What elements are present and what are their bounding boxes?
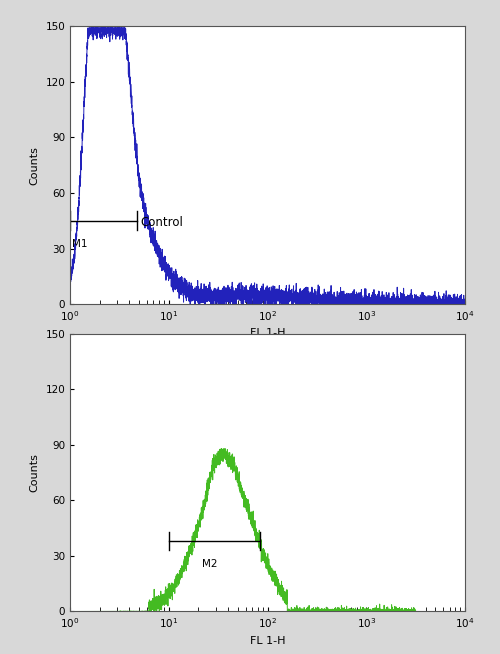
Text: M1: M1	[72, 239, 88, 249]
X-axis label: FL 1-H: FL 1-H	[250, 636, 285, 645]
Text: Control: Control	[140, 216, 184, 230]
X-axis label: FL 1-H: FL 1-H	[250, 328, 285, 338]
Text: M2: M2	[202, 559, 218, 569]
Y-axis label: Counts: Counts	[30, 146, 40, 184]
Y-axis label: Counts: Counts	[30, 453, 40, 492]
